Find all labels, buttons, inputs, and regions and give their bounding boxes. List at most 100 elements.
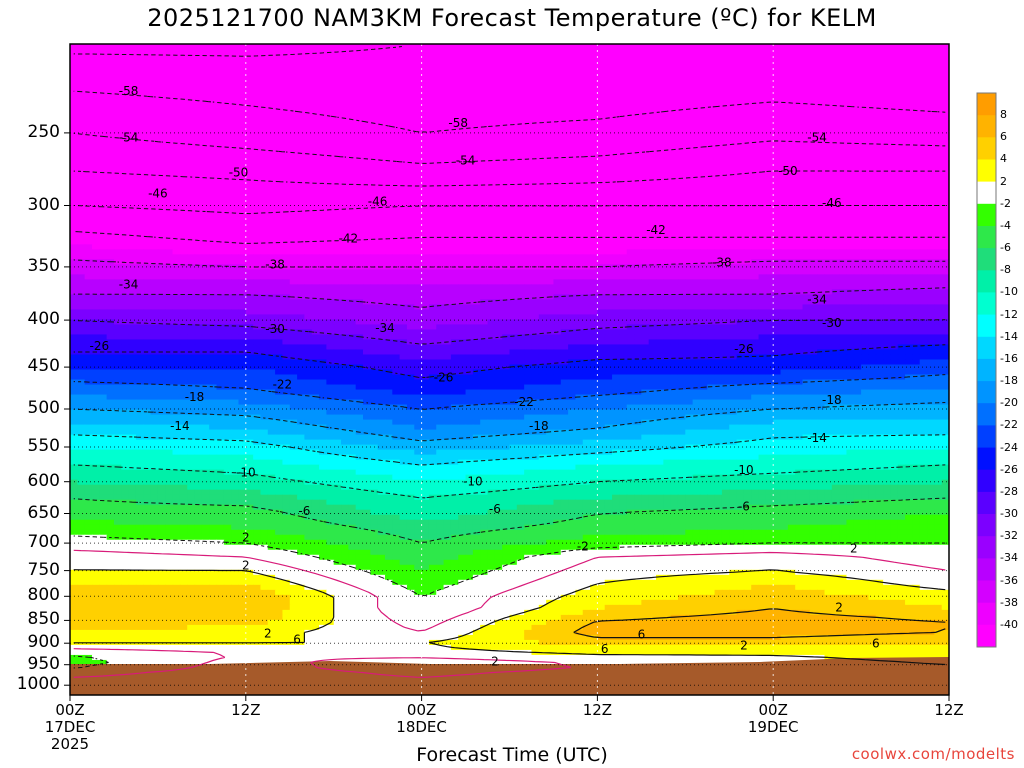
field-cell (861, 94, 870, 100)
field-cell (326, 149, 335, 155)
field-cell (773, 199, 782, 205)
field-cell (568, 184, 577, 190)
field-cell (165, 99, 174, 105)
field-cell (905, 219, 913, 225)
field-cell (91, 209, 100, 215)
field-cell (194, 189, 203, 195)
field-cell (333, 94, 342, 100)
field-cell (216, 174, 225, 180)
field-cell (751, 134, 760, 140)
field-cell (172, 124, 181, 130)
field-cell (582, 189, 591, 195)
field-cell (355, 44, 364, 50)
field-cell (363, 89, 371, 95)
field-cell (663, 169, 672, 175)
field-cell (751, 89, 760, 95)
field-cell (897, 49, 906, 55)
field-cell (721, 239, 730, 245)
field-cell (187, 79, 196, 85)
field-cell (919, 194, 928, 200)
field-cell (311, 219, 320, 225)
field-cell (392, 194, 401, 200)
field-cell (121, 214, 130, 220)
field-cell (582, 74, 591, 80)
field-cell (406, 109, 415, 115)
field-cell (531, 199, 540, 205)
field-cell (392, 74, 401, 80)
field-cell (377, 224, 386, 230)
field-cell (201, 229, 210, 235)
field-cell (546, 249, 555, 255)
field-cell (656, 74, 664, 80)
field-cell (150, 144, 159, 150)
field-cell (238, 64, 247, 70)
field-cell (861, 209, 870, 215)
field-cell (363, 59, 371, 65)
field-cell (231, 124, 240, 130)
field-cell (392, 69, 401, 75)
field-cell (597, 79, 606, 85)
field-cell (648, 89, 657, 95)
field-cell (531, 219, 540, 225)
field-cell (692, 214, 701, 220)
field-cell (165, 234, 174, 240)
field-cell (553, 224, 562, 230)
field-cell (399, 89, 408, 95)
field-cell (355, 59, 364, 65)
field-cell (201, 244, 210, 250)
field-cell (201, 64, 210, 70)
field-cell (260, 234, 269, 240)
field-cell (590, 109, 598, 115)
field-cell (458, 224, 467, 230)
field-cell (582, 49, 591, 55)
field-cell (831, 184, 840, 190)
field-cell (626, 249, 635, 255)
field-cell (289, 59, 298, 65)
field-cell (875, 79, 884, 85)
field-cell (575, 134, 584, 140)
field-cell (399, 174, 408, 180)
field-cell (194, 144, 203, 150)
field-cell (729, 119, 738, 125)
field-cell (289, 144, 298, 150)
field-cell (113, 214, 122, 220)
field-cell (494, 44, 503, 50)
field-cell (890, 199, 899, 205)
field-cell (406, 194, 415, 200)
field-cell (941, 129, 949, 135)
field-cell (377, 54, 386, 60)
field-cell (143, 99, 152, 105)
field-cell (509, 59, 518, 65)
field-cell (912, 164, 921, 170)
field-cell (245, 239, 254, 245)
field-cell (846, 229, 855, 235)
field-cell (363, 84, 371, 90)
field-cell (194, 149, 203, 155)
field-cell (795, 114, 804, 120)
field-cell (604, 159, 613, 165)
field-cell (348, 84, 357, 90)
field-cell (106, 179, 115, 185)
field-cell (121, 139, 130, 145)
field-cell (927, 189, 935, 195)
field-cell (604, 69, 613, 75)
field-cell (157, 209, 166, 215)
field-cell (861, 59, 870, 65)
field-cell (436, 164, 445, 170)
field-cell (450, 54, 459, 60)
field-cell (121, 174, 130, 180)
field-cell (670, 139, 679, 145)
field-cell (363, 54, 371, 60)
field-cell (209, 104, 218, 110)
field-cell (231, 154, 240, 160)
field-cell (699, 189, 708, 195)
field-cell (736, 214, 745, 220)
field-cell (524, 64, 533, 70)
field-cell (311, 79, 320, 85)
field-cell (355, 204, 364, 210)
field-cell (201, 164, 210, 170)
field-cell (912, 229, 921, 235)
field-cell (912, 54, 921, 60)
field-cell (875, 114, 884, 120)
field-cell (348, 144, 357, 150)
